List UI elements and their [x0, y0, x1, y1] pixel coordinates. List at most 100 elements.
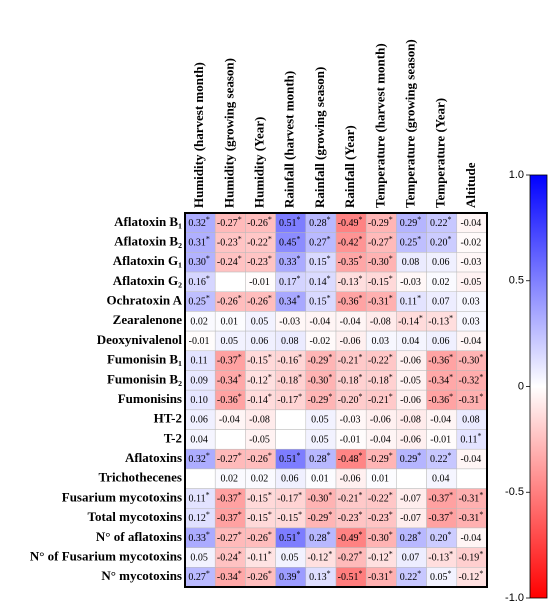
cell-label: -0.29*	[307, 510, 332, 524]
cell-label: -0.36*	[338, 293, 363, 307]
significance-mark: *	[328, 490, 332, 499]
cell-value: -0.27	[338, 553, 359, 564]
significance-mark: *	[389, 293, 393, 302]
cell-value: -0.37	[217, 494, 238, 505]
cell-value: 0.05	[251, 317, 269, 328]
row-label: Aflatoxin B₂	[114, 234, 182, 249]
significance-mark: *	[238, 352, 242, 361]
cell-label: -0.48*	[338, 451, 363, 465]
significance-mark: *	[447, 530, 451, 539]
significance-mark: *	[449, 490, 453, 499]
significance-mark: *	[389, 549, 393, 558]
significance-mark: *	[479, 549, 483, 558]
significance-mark: *	[447, 569, 451, 578]
cell-label: 0.07	[402, 553, 420, 564]
significance-mark: *	[327, 215, 331, 224]
significance-mark: *	[238, 293, 242, 302]
cell-value: 0.51	[279, 218, 297, 229]
cell-value: -0.03	[460, 258, 481, 269]
cell-value: 0.27	[188, 572, 206, 583]
color-bar-tick-label: 0	[518, 380, 524, 392]
cell-label: -0.01	[430, 435, 451, 446]
cell-value: -0.15	[247, 356, 268, 367]
significance-mark: *	[327, 234, 331, 243]
color-bar-tick-label: 0.5	[509, 275, 524, 287]
cell-value: 0.25	[400, 238, 418, 249]
cell-value: -0.29	[307, 513, 328, 524]
cell-label: 0.05	[190, 553, 208, 564]
significance-mark: *	[417, 530, 421, 539]
significance-mark: *	[389, 234, 393, 243]
significance-mark: *	[268, 352, 272, 361]
significance-mark: *	[359, 293, 363, 302]
cell-label: -0.36*	[428, 352, 453, 366]
cell-label: 0.22*	[400, 569, 422, 583]
cell-value: -0.19	[458, 553, 479, 564]
significance-mark: *	[359, 490, 363, 499]
cell-value: 0.02	[190, 317, 208, 328]
empty-cell	[396, 468, 427, 489]
cell-label: -0.07	[400, 513, 421, 524]
cell-value: -0.04	[219, 415, 240, 426]
cell-value: 0.34	[279, 297, 297, 308]
significance-mark: *	[389, 372, 393, 381]
row-label: Zearalenone	[113, 312, 183, 327]
column-label: Temperature (harvest month)	[372, 43, 387, 208]
cell-value: 0.25	[188, 297, 206, 308]
color-bar-tick-label: -1.0	[505, 592, 524, 604]
cell-label: -0.31*	[458, 490, 483, 504]
cell-label: -0.34*	[217, 569, 242, 583]
cell-label: 0.29*	[400, 451, 422, 465]
cell-value: 0.06	[432, 336, 450, 347]
cell-value: 0.45	[279, 238, 297, 249]
cell-value: 0.13	[309, 572, 327, 583]
cell-label: -0.22*	[368, 490, 393, 504]
cell-label: -0.34*	[428, 372, 453, 386]
significance-mark: *	[479, 510, 483, 519]
cell-label: 0.13*	[309, 569, 331, 583]
cell-label: -0.27*	[368, 234, 393, 248]
cell-value: 0.15	[309, 258, 327, 269]
cell-value: 0.11	[400, 297, 417, 308]
cell-label: -0.17*	[277, 490, 302, 504]
cell-value: -0.31	[458, 395, 479, 406]
cell-label: -0.29*	[368, 451, 393, 465]
significance-mark: *	[206, 490, 210, 499]
color-bar	[529, 174, 548, 599]
cell-value: 0.29	[400, 454, 418, 465]
cell-value: -0.26	[217, 297, 238, 308]
cell-value: -0.36	[217, 395, 238, 406]
cell-label: -0.04	[370, 435, 391, 446]
significance-mark: *	[238, 215, 242, 224]
cell-label: 0.28*	[309, 451, 331, 465]
cell-label: 0.25*	[188, 293, 210, 307]
cell-value: 0.07	[432, 297, 450, 308]
cell-value: 0.08	[281, 336, 299, 347]
cell-label: -0.30*	[458, 352, 483, 366]
empty-cell	[275, 409, 307, 430]
cell-label: -0.06	[370, 415, 391, 426]
empty-cell	[214, 429, 246, 450]
significance-mark: *	[206, 569, 210, 578]
cell-label: 0.03	[462, 317, 480, 328]
significance-mark: *	[449, 510, 453, 519]
cell-value: -0.23	[368, 513, 389, 524]
significance-mark: *	[389, 392, 393, 401]
significance-mark: *	[206, 293, 210, 302]
cell-value: -0.31	[458, 513, 479, 524]
cell-value: 0.10	[190, 395, 208, 406]
cell-label: 0.33*	[279, 254, 301, 268]
cell-label: 0.16*	[188, 274, 210, 288]
column-label: Temperature (Year)	[433, 98, 448, 208]
cell-label: 0.29*	[400, 215, 422, 229]
cell-value: -0.29	[368, 218, 389, 229]
significance-mark: *	[298, 372, 302, 381]
significance-mark: *	[389, 510, 393, 519]
row-label: T-2	[164, 430, 182, 445]
significance-mark: *	[298, 352, 302, 361]
cell-value: -0.18	[338, 376, 359, 387]
cell-value: 0.04	[432, 474, 450, 485]
significance-mark: *	[328, 549, 332, 558]
cell-value: 0.04	[402, 336, 420, 347]
cell-label: -0.27*	[217, 530, 242, 544]
